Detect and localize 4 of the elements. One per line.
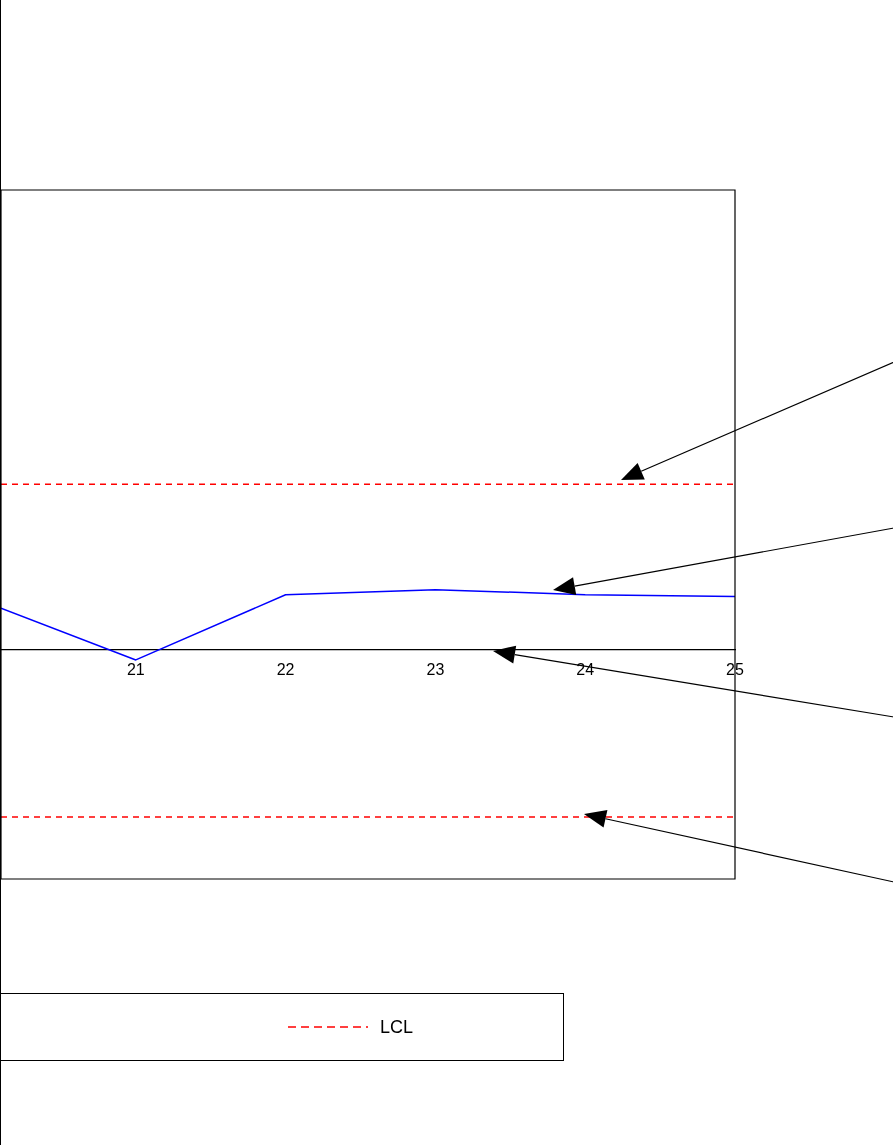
x-tick-label: 23 xyxy=(426,660,445,678)
x-tick-label: 21 xyxy=(126,660,145,678)
legend-label: LCL xyxy=(379,1016,413,1038)
x-tick-label: 22 xyxy=(276,660,295,678)
